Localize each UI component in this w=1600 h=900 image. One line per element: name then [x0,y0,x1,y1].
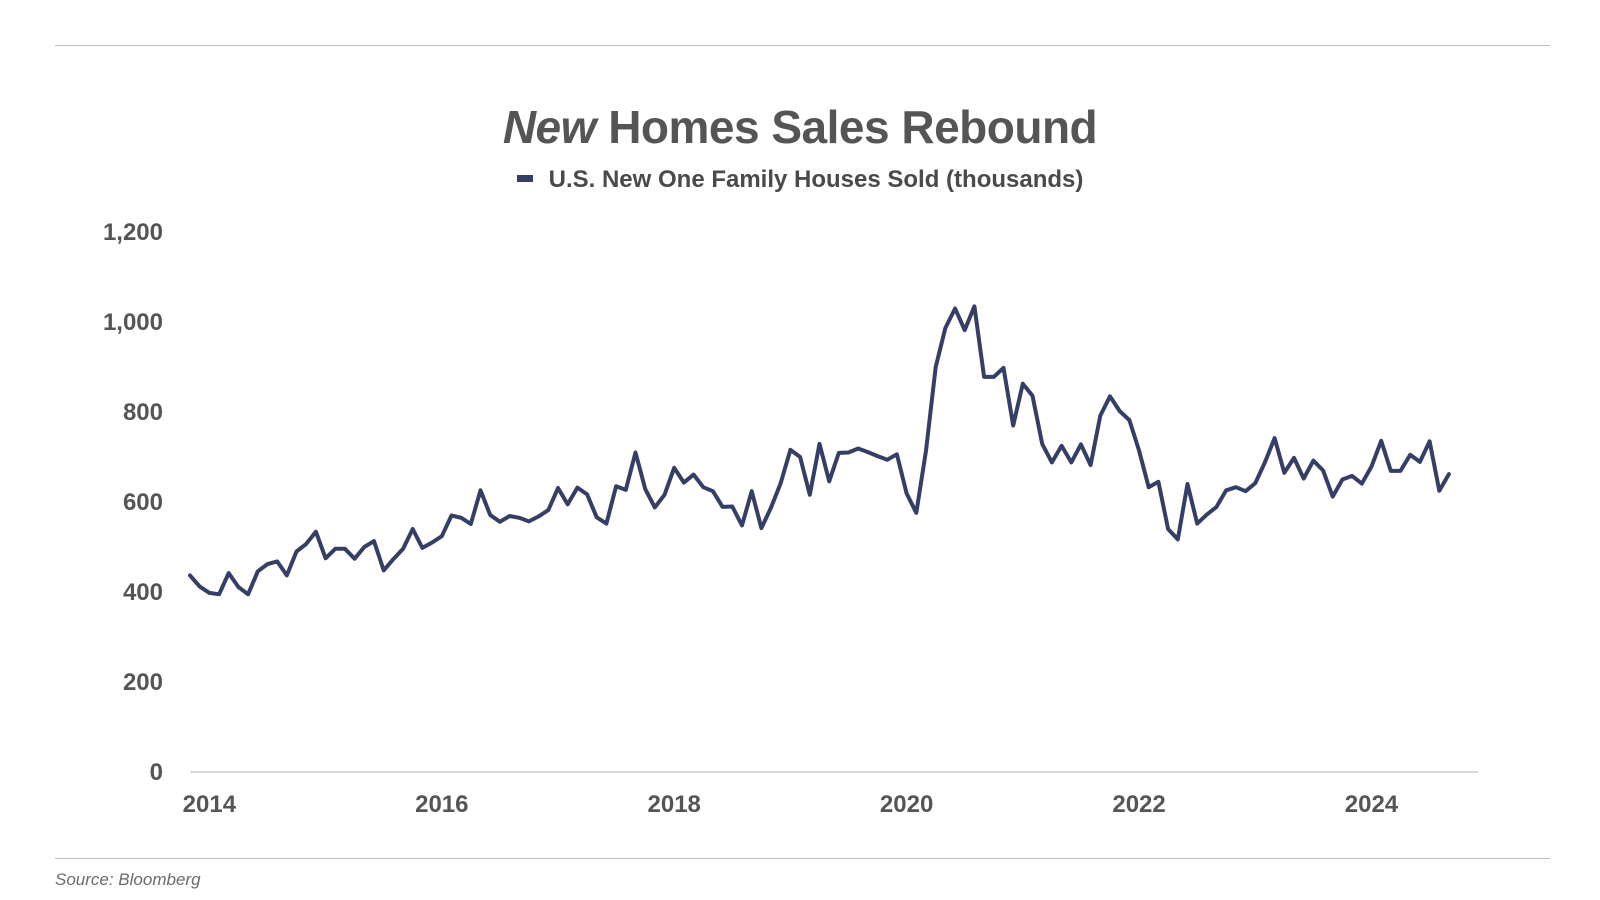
y-tick-label: 600 [123,489,163,516]
legend-label: U.S. New One Family Houses Sold (thousan… [548,166,1084,193]
y-tick-label: 1,200 [103,219,163,246]
y-tick-label: 0 [150,759,163,786]
legend-swatch [516,175,533,183]
bottom-divider [55,858,1550,859]
y-tick-label: 400 [123,579,163,606]
x-tick-label: 2018 [648,791,701,818]
x-tick-label: 2020 [880,791,933,818]
chart-title-emphasis: New [502,101,597,153]
x-tick-label: 2024 [1345,791,1399,818]
x-tick-label: 2014 [183,791,237,818]
chart-title-rest: Homes Sales Rebound [595,101,1098,153]
top-divider [55,45,1550,46]
plot-area [188,304,1451,597]
x-tick-label: 2016 [415,791,468,818]
y-tick-label: 800 [123,399,163,426]
y-tick-label: 1,000 [103,309,163,336]
y-axis: 0 200 400 600 800 1,000 1,200 [103,219,163,786]
series-line-new-home-sales [188,304,1451,597]
chart-title: New Homes Sales Rebound [0,100,1600,154]
legend: U.S. New One Family Houses Sold (thousan… [0,166,1600,194]
source-note: Source: Bloomberg [55,870,201,889]
x-tick-label: 2022 [1112,791,1165,818]
x-axis: 2014 2016 2018 2020 2022 2024 [183,771,1478,818]
y-tick-label: 200 [123,669,163,696]
